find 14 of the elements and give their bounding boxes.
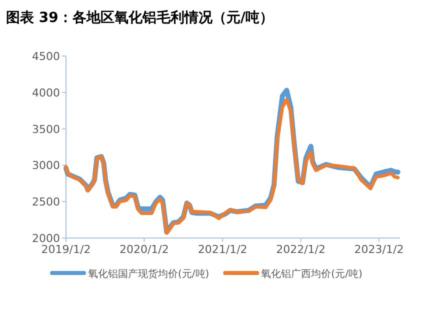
y-tick-label: 2500	[32, 196, 60, 209]
x-tick-label: 2022/1/2	[276, 243, 326, 256]
chart-title: 图表 39：各地区氧化铝毛利情况（元/吨）	[6, 9, 274, 26]
y-tick-label: 3000	[32, 159, 60, 172]
x-tick-label: 2019/1/2	[41, 243, 91, 256]
y-tick-label: 2000	[32, 232, 60, 245]
x-tick-label: 2023/1/2	[354, 243, 404, 256]
y-tick-label: 4500	[32, 50, 60, 63]
x-tick-label: 2020/1/2	[119, 243, 169, 256]
legend-label: 氧化铝国产现货均价(元/吨)	[88, 268, 210, 280]
y-tick-label: 4000	[32, 86, 60, 100]
legend-label: 氧化铝广西均价(元/吨)	[261, 268, 362, 280]
x-tick-label: 2021/1/2	[198, 243, 248, 256]
y-tick-label: 3500	[32, 122, 60, 136]
